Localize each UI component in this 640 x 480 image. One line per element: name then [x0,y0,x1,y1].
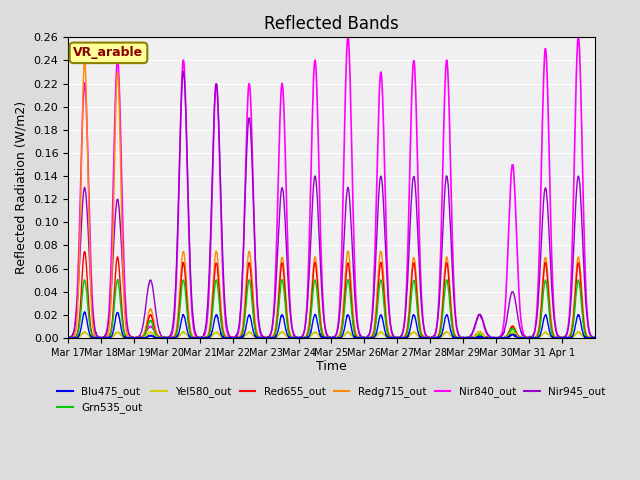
Line: Nir945_out: Nir945_out [68,72,595,338]
Yel580_out [584,335,591,341]
Yel580_out [364,335,371,341]
Nir945_out [591,335,598,340]
Redg715_out [117,193,125,199]
Redg715_out [65,335,72,341]
Red655_out [81,249,88,254]
Yel580_out [520,335,528,341]
Line: Red655_out: Red655_out [68,252,595,338]
Grn535_out [117,308,125,314]
Redg715_out [231,335,239,341]
Line: Blu475_out: Blu475_out [68,312,595,338]
Blu475_out [591,335,598,341]
Redg715_out [81,58,88,63]
Red655_out [591,335,598,340]
Yel580_out [231,335,239,341]
Redg715_out [591,335,598,341]
Nir945_out [180,69,188,74]
Y-axis label: Reflected Radiation (W/m2): Reflected Radiation (W/m2) [15,101,28,274]
Nir840_out [575,35,582,40]
Text: VR_arable: VR_arable [74,47,143,60]
Red655_out [231,335,239,341]
Nir840_out [584,317,591,323]
Red655_out [117,295,125,300]
Red655_out [520,335,527,341]
Grn535_out [520,335,528,341]
Line: Yel580_out: Yel580_out [68,331,595,338]
Redg715_out [364,335,371,341]
Grn535_out [584,335,591,341]
Redg715_out [64,335,72,340]
Nir840_out [64,335,72,340]
Nir945_out [520,335,528,340]
Blu475_out [231,335,239,341]
Redg715_out [584,334,591,340]
Line: Nir840_out: Nir840_out [68,37,595,338]
Title: Reflected Bands: Reflected Bands [264,15,399,33]
Yel580_out [490,335,498,341]
Yel580_out [64,335,72,341]
Grn535_out [64,335,72,340]
Nir945_out [490,335,498,341]
Nir945_out [584,320,591,326]
Grn535_out [114,276,122,282]
Blu475_out [364,335,371,340]
Nir840_out [231,335,239,340]
Red655_out [584,335,591,340]
Nir840_out [520,333,527,338]
Grn535_out [591,335,598,341]
Red655_out [64,335,72,341]
Nir945_out [231,334,239,340]
Nir840_out [591,335,598,340]
Yel580_out [179,328,187,334]
Nir840_out [117,145,125,151]
Redg715_out [520,335,528,340]
Red655_out [490,335,498,340]
Yel580_out [65,335,72,341]
Nir840_out [364,335,371,341]
Blu475_out [490,335,498,341]
Redg715_out [490,335,498,340]
Nir945_out [65,335,73,341]
Line: Redg715_out: Redg715_out [68,60,595,338]
Blu475_out [520,335,528,341]
Nir945_out [364,334,371,340]
Yel580_out [591,335,598,340]
Blu475_out [81,309,88,315]
Grn535_out [490,335,498,341]
Nir840_out [490,335,498,341]
Red655_out [364,335,371,341]
Nir945_out [117,235,125,240]
Blu475_out [64,335,72,341]
Blu475_out [117,325,125,331]
Blu475_out [65,335,72,341]
Nir840_out [65,335,72,341]
Legend: Blu475_out, Grn535_out, Yel580_out, Red655_out, Redg715_out, Nir840_out, Nir945_: Blu475_out, Grn535_out, Yel580_out, Red6… [53,382,610,418]
Blu475_out [584,335,591,341]
Grn535_out [364,335,371,341]
X-axis label: Time: Time [316,360,347,373]
Line: Grn535_out: Grn535_out [68,279,595,338]
Yel580_out [117,333,125,338]
Grn535_out [231,335,239,341]
Nir945_out [64,334,72,340]
Grn535_out [65,335,73,341]
